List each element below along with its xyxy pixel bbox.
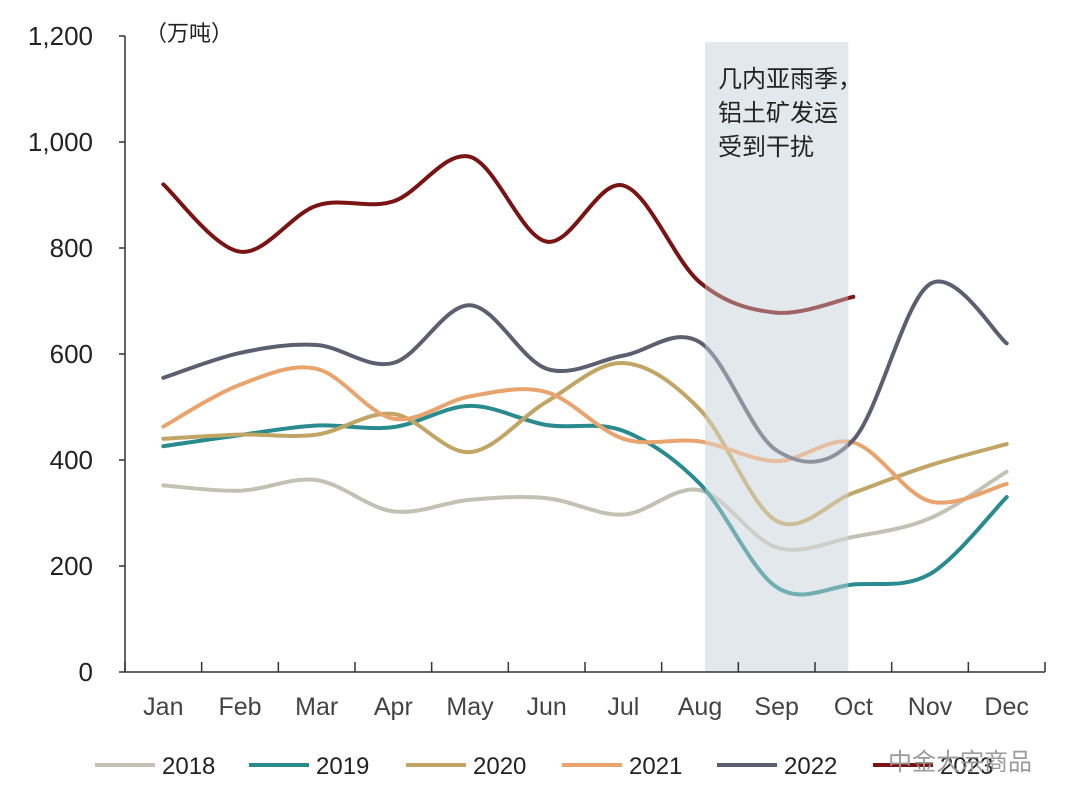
annotation-line-2: 铝土矿发运 <box>718 100 838 127</box>
legend-label-2018: 2018 <box>162 753 215 780</box>
x-tick-label: Feb <box>218 693 261 721</box>
watermark-text: 中金大宗商品 <box>888 749 1032 776</box>
series-line-2023 <box>161 154 856 315</box>
series-layer <box>161 42 1009 672</box>
legend: 2018 2019 2020 2021 2022 2023 <box>95 753 993 780</box>
guinea-rainy-season-band <box>705 42 849 672</box>
x-tick-label: Jul <box>607 693 639 721</box>
y-tick-label: 400 <box>50 445 93 475</box>
x-tick-label: Dec <box>984 693 1028 721</box>
series-line-2021 <box>161 365 1009 505</box>
band-overlay <box>705 42 849 672</box>
x-tick-label: Aug <box>678 693 722 721</box>
series-line-2022 <box>161 279 1009 464</box>
y-tick-label: 0 <box>79 657 93 687</box>
series-line-2019 <box>161 403 1009 597</box>
x-tick-label: Nov <box>908 693 953 721</box>
y-tick-label: 600 <box>50 339 93 369</box>
legend-label-2019: 2019 <box>316 753 369 780</box>
annotation-line-3: 受到干扰 <box>718 134 814 161</box>
x-tick-label: Oct <box>834 693 873 721</box>
axes <box>124 36 1045 673</box>
series-line-2020 <box>161 360 1009 527</box>
legend-label-2021: 2021 <box>629 753 682 780</box>
x-tick-label: Jan <box>143 693 183 721</box>
ticks: 0 200 400 600 800 1,000 1,200 Jan Feb Mar Apr May Ju… <box>28 21 1046 721</box>
y-tick-label: 200 <box>50 551 93 581</box>
legend-label-2022: 2022 <box>784 753 837 780</box>
y-tick-label: 800 <box>50 233 93 263</box>
x-tick-label: Mar <box>295 693 338 721</box>
x-tick-label: Sep <box>754 693 798 721</box>
y-tick-label: 1,000 <box>28 127 93 157</box>
legend-label-2020: 2020 <box>473 753 526 780</box>
x-tick-label: May <box>446 693 494 721</box>
y-tick-label: 1,200 <box>28 21 93 51</box>
series-line-2018 <box>161 469 1009 552</box>
shaded-annotation: 几内亚雨季， 铝土矿发运 受到干扰 <box>718 66 862 161</box>
x-tick-label: Jun <box>527 693 567 721</box>
y-unit-label: （万吨） <box>145 21 233 46</box>
annotation-line-1: 几内亚雨季， <box>718 66 862 93</box>
legend-label-2023: 2023 <box>940 753 993 780</box>
x-tick-label: Apr <box>374 693 413 721</box>
